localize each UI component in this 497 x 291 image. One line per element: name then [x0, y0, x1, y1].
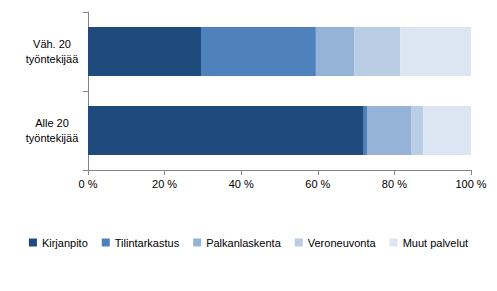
svg-text:Palkanlaskenta: Palkanlaskenta — [206, 237, 281, 249]
svg-text:työntekijää: työntekijää — [26, 132, 79, 144]
svg-text:työntekijää: työntekijää — [26, 53, 79, 65]
svg-text:40 %: 40 % — [229, 178, 254, 190]
svg-text:Alle 20: Alle 20 — [35, 117, 69, 129]
svg-text:Muut palvelut: Muut palvelut — [403, 237, 468, 249]
svg-text:20 %: 20 % — [152, 178, 177, 190]
svg-text:Kirjanpito: Kirjanpito — [42, 237, 88, 249]
svg-text:Väh. 20: Väh. 20 — [33, 38, 71, 50]
svg-text:80 %: 80 % — [382, 178, 407, 190]
svg-text:Veroneuvonta: Veroneuvonta — [308, 237, 377, 249]
svg-text:60 %: 60 % — [305, 178, 330, 190]
svg-text:100 %: 100 % — [455, 178, 486, 190]
svg-text:Tilintarkastus: Tilintarkastus — [115, 237, 180, 249]
svg-text:0 %: 0 % — [79, 178, 98, 190]
